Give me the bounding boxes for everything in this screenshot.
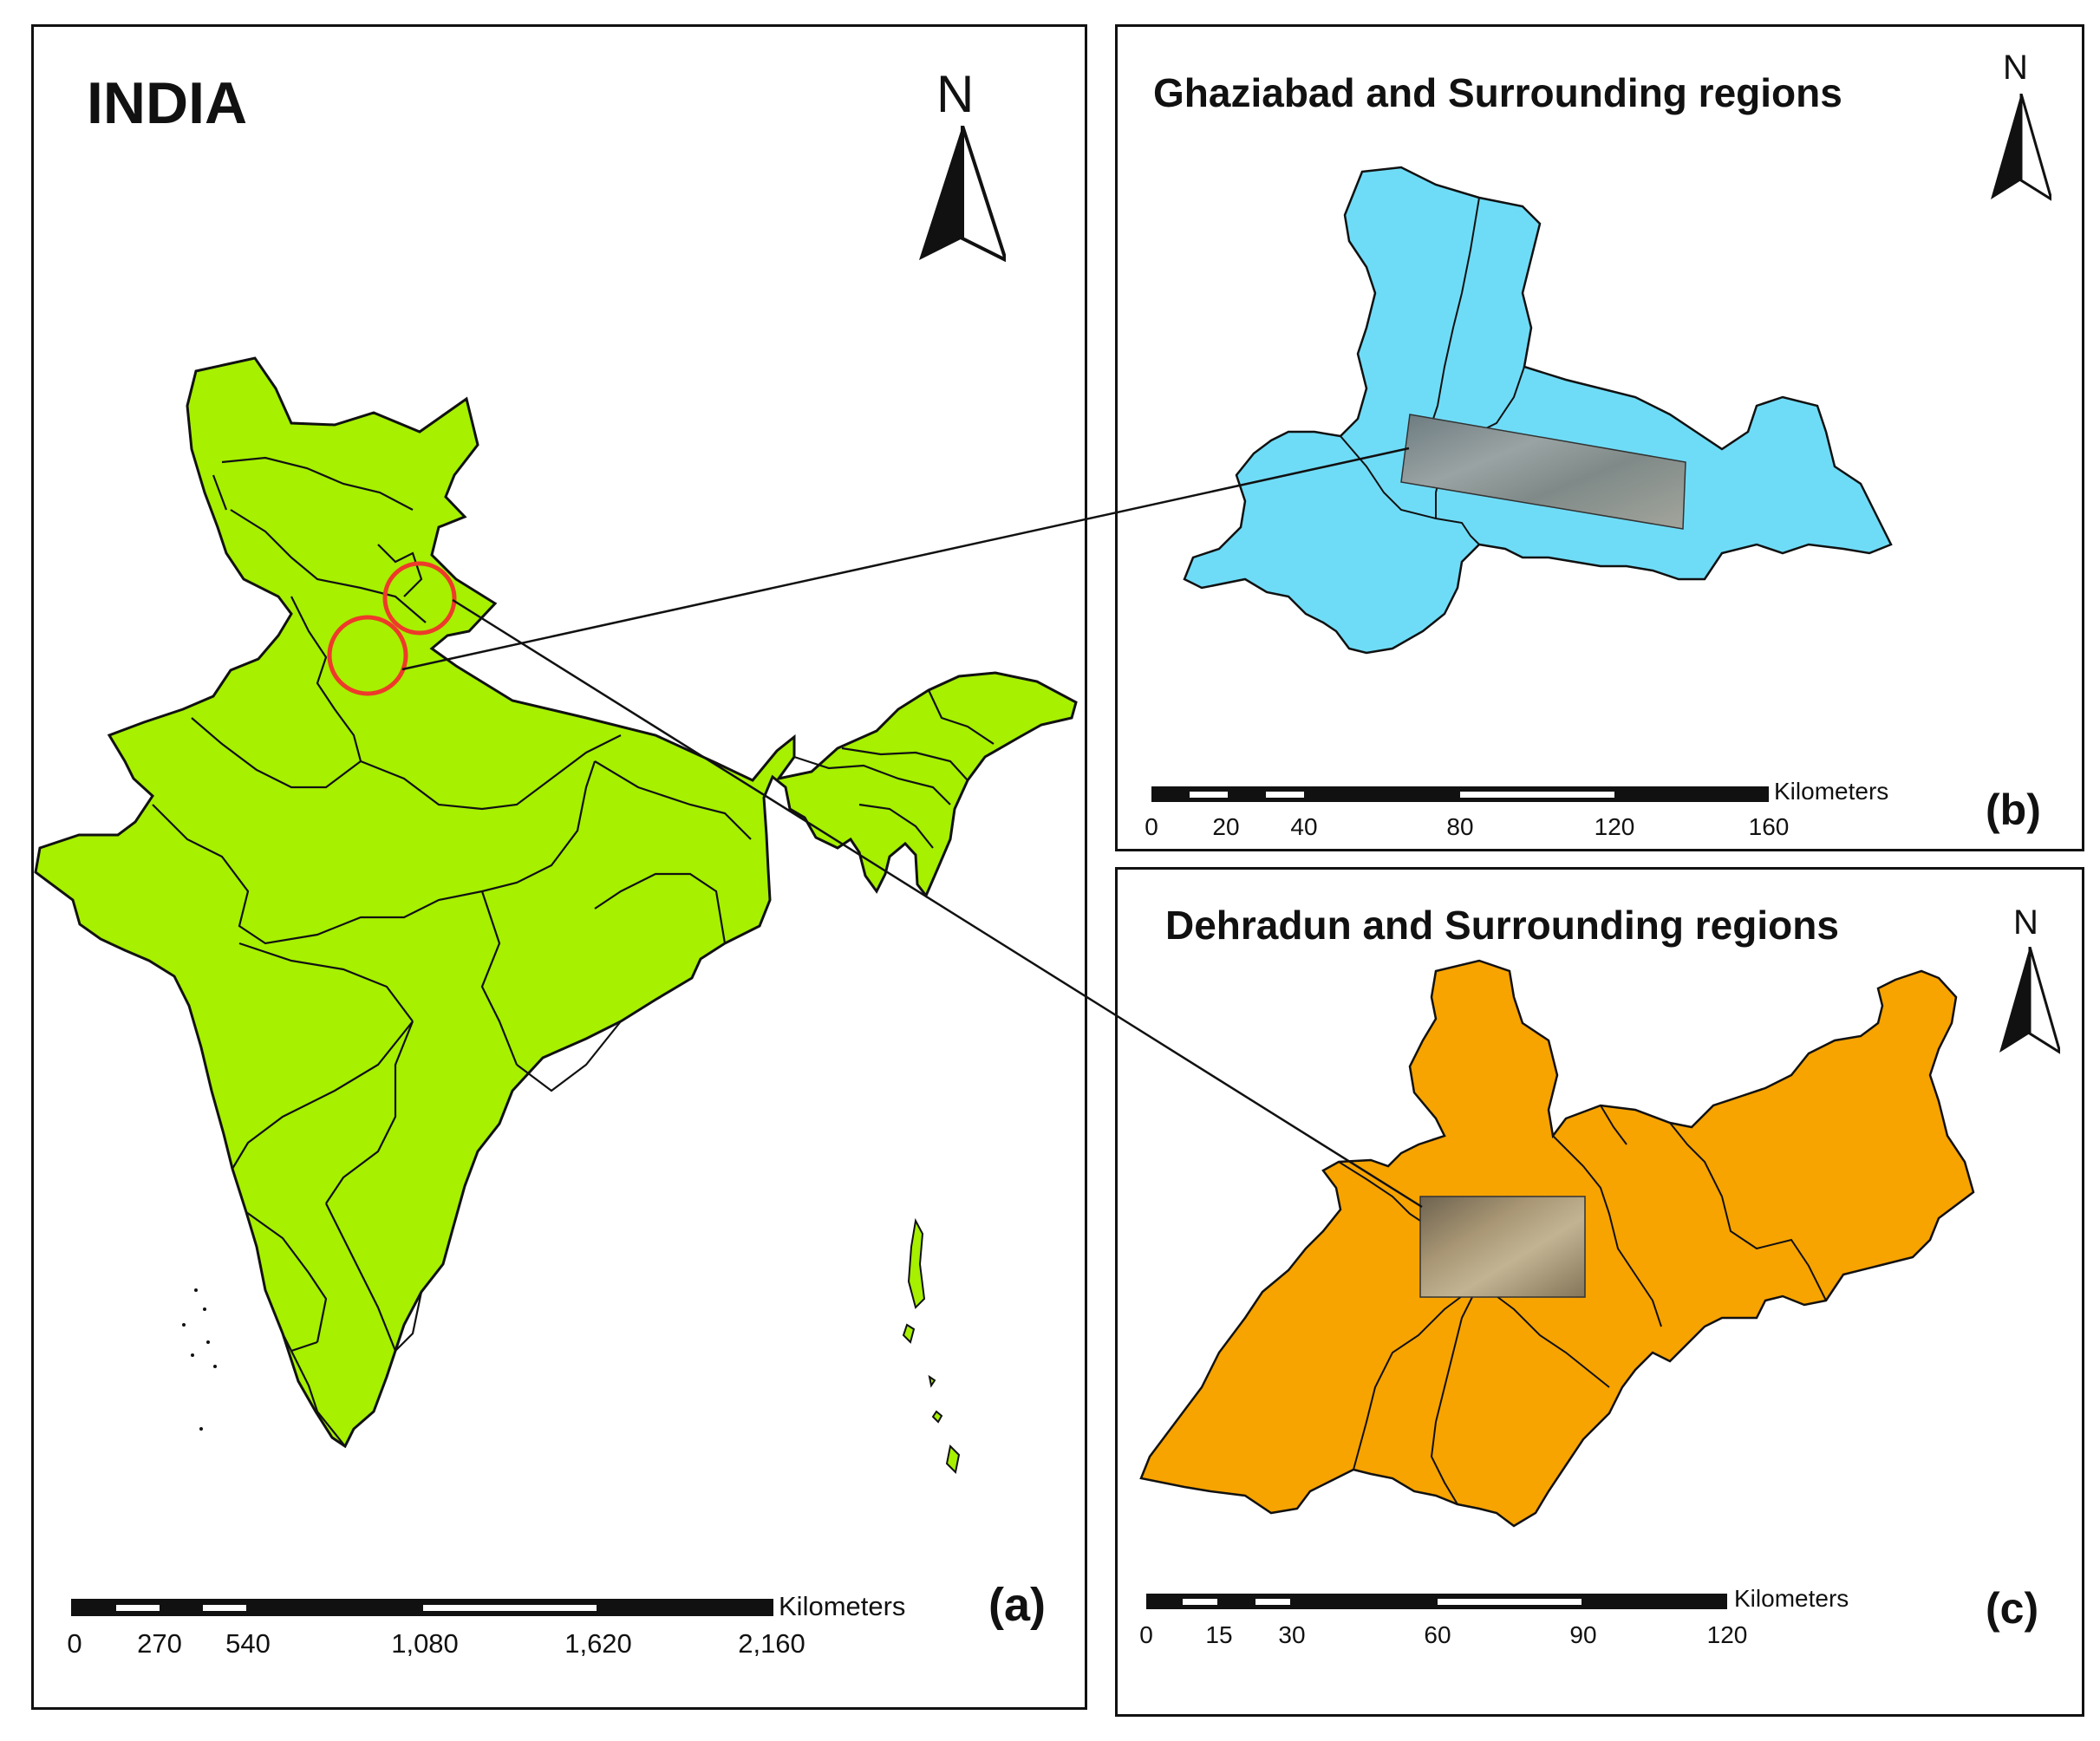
ghaziabad-scale-tick: 40 — [1290, 813, 1318, 840]
india-map — [34, 356, 1078, 1475]
ghaziabad-region-map — [1183, 166, 1893, 655]
dehradun-scale-tick: 120 — [1706, 1621, 1748, 1648]
india-scale-tick: 1,080 — [391, 1628, 459, 1659]
india-panel-letter: (a) — [988, 1579, 1046, 1631]
india-scale-tick: 270 — [137, 1628, 182, 1659]
ghaziabad-north-label: N — [2003, 49, 2028, 87]
dehradun-scale-tick: 60 — [1424, 1621, 1451, 1648]
india-north-label: N — [936, 65, 975, 123]
india-scale-tick: 1,620 — [564, 1628, 632, 1659]
ghaziabad-panel-letter: (b) — [1986, 786, 2041, 834]
dehradun-scale-tick: 0 — [1139, 1621, 1153, 1648]
ghaziabad-scale-tick: 160 — [1748, 813, 1790, 840]
dehradun-scale-tick: 30 — [1278, 1621, 1306, 1648]
dehradun-scale-unit: Kilometers — [1734, 1585, 1849, 1612]
dehradun-panel-letter: (c) — [1986, 1584, 2039, 1633]
ghaziabad-scale-bar — [1151, 786, 1769, 802]
ghaziabad-scale-tick: 0 — [1145, 813, 1158, 840]
india-scale-bar — [71, 1599, 773, 1616]
ghaziabad-scale-tick: 20 — [1212, 813, 1240, 840]
ghaziabad-scale-tick: 80 — [1446, 813, 1474, 840]
dehradun-north-arrow — [1999, 947, 2060, 1054]
india-scale-tick: 0 — [67, 1628, 82, 1659]
dehradun-scale-bar — [1146, 1594, 1727, 1609]
dehradun-satellite-image — [1419, 1196, 1586, 1298]
india-scale-tick: 2,160 — [738, 1628, 805, 1659]
dehradun-north-label: N — [2013, 903, 2038, 942]
india-north-arrow — [919, 126, 1006, 263]
ghaziabad-scale-tick: 120 — [1594, 813, 1635, 840]
india-title: INDIA — [87, 70, 248, 136]
dehradun-scale-tick: 90 — [1569, 1621, 1597, 1648]
ghaziabad-scale-unit: Kilometers — [1774, 778, 1889, 805]
ghaziabad-north-arrow — [1991, 94, 2051, 201]
india-scale-unit: Kilometers — [779, 1591, 906, 1621]
ghaziabad-title: Ghaziabad and Surrounding regions — [1153, 70, 1842, 115]
dehradun-scale-tick: 15 — [1205, 1621, 1233, 1648]
india-scale-tick: 540 — [225, 1628, 271, 1659]
dehradun-region-map — [1139, 959, 1975, 1528]
